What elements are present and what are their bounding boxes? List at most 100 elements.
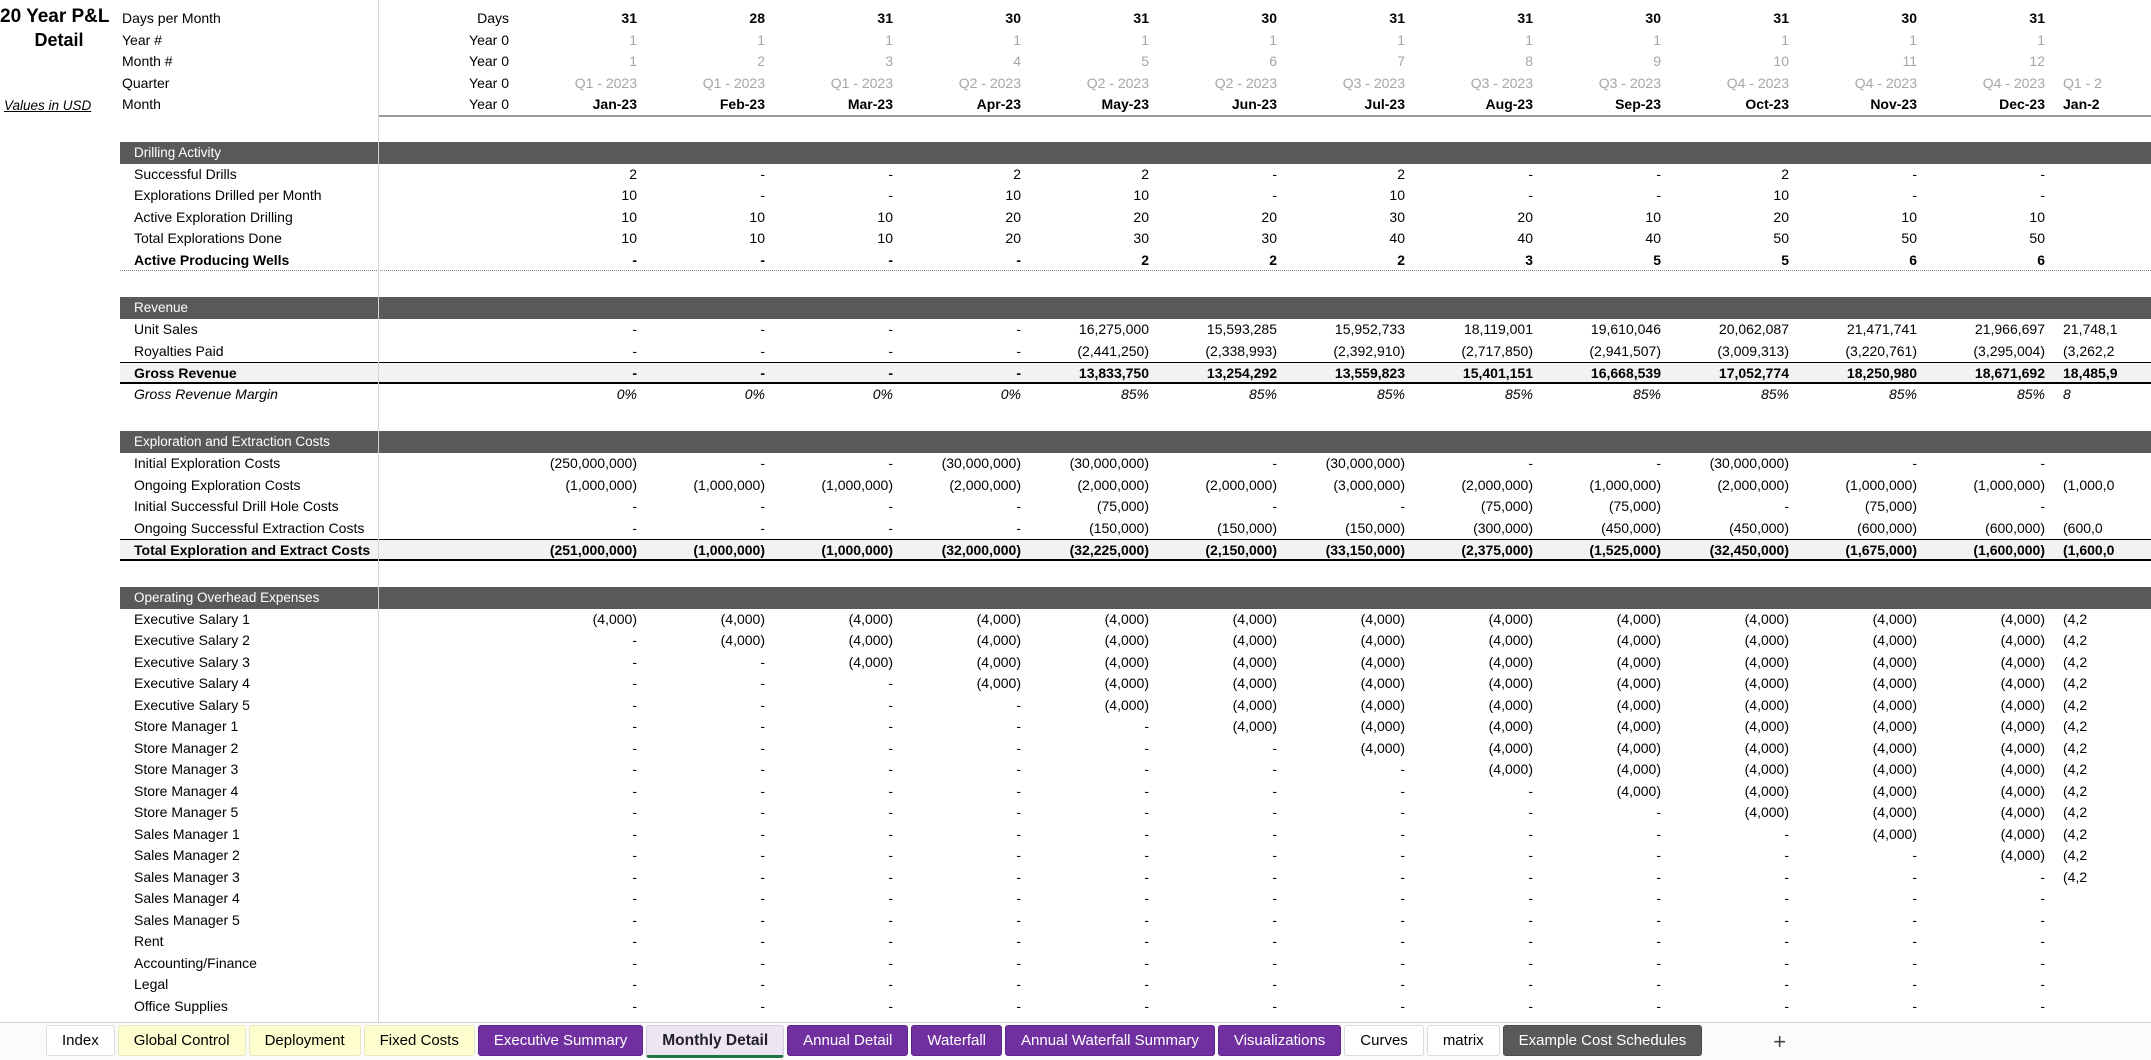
data-cell[interactable]: 18,119,001 xyxy=(1463,321,1533,337)
data-cell[interactable]: 5 xyxy=(1141,53,1149,69)
data-cell[interactable]: (2,000,000) xyxy=(1461,476,1533,493)
data-cell[interactable]: (4,000) xyxy=(1232,610,1277,627)
data-cell[interactable]: - xyxy=(1400,804,1405,820)
first-col-cell[interactable] xyxy=(378,802,517,824)
data-cell[interactable]: - xyxy=(632,365,637,381)
data-cell[interactable]: - xyxy=(1912,890,1917,906)
data-cell[interactable]: - xyxy=(1784,997,1789,1014)
data-cell-partial[interactable]: (4,2 xyxy=(2063,825,2088,842)
data-cell[interactable]: 3 xyxy=(885,53,893,69)
data-cell[interactable]: - xyxy=(632,761,637,777)
data-cell[interactable]: 1 xyxy=(1269,31,1277,48)
data-cell[interactable]: Aug-23 xyxy=(1485,96,1533,112)
data-cell[interactable]: (3,220,761) xyxy=(1845,342,1917,359)
data-cell[interactable]: (600,000) xyxy=(1985,519,2045,536)
data-cell[interactable]: (2,150,000) xyxy=(1205,542,1277,558)
data-cell[interactable]: - xyxy=(888,782,893,799)
data-cell[interactable]: - xyxy=(1400,868,1405,885)
data-cell[interactable]: 31 xyxy=(877,10,893,26)
data-cell[interactable]: Q2 - 2023 xyxy=(1086,74,1149,91)
data-cell[interactable]: Dec-23 xyxy=(1999,96,2045,112)
data-cell[interactable]: Oct-23 xyxy=(1745,96,1789,112)
data-cell[interactable]: Q3 - 2023 xyxy=(1470,74,1533,91)
data-cell[interactable]: - xyxy=(1912,997,1917,1014)
data-cell[interactable]: 30 xyxy=(1133,230,1149,246)
data-cell[interactable]: - xyxy=(2040,498,2045,514)
data-cell[interactable]: 2 xyxy=(1141,165,1149,182)
data-cell[interactable]: (4,000) xyxy=(976,653,1021,670)
data-cell[interactable]: - xyxy=(1656,911,1661,928)
data-cell[interactable]: (30,000,000) xyxy=(941,455,1021,471)
data-cell[interactable]: (4,000) xyxy=(1744,632,1789,648)
tab-waterfall[interactable]: Waterfall xyxy=(911,1025,1002,1056)
data-cell[interactable]: (450,000) xyxy=(1729,519,1789,536)
data-cell[interactable]: 11 xyxy=(1902,53,1917,69)
data-cell[interactable]: 1 xyxy=(1525,31,1533,48)
first-col-cell[interactable] xyxy=(378,384,517,406)
first-col-cell[interactable] xyxy=(378,185,517,207)
row-label[interactable]: Gross Revenue xyxy=(134,365,237,381)
data-cell[interactable]: 18,671,692 xyxy=(1974,365,2045,381)
data-cell[interactable]: - xyxy=(1656,997,1661,1014)
data-cell[interactable]: (4,000) xyxy=(1360,653,1405,670)
data-cell[interactable]: - xyxy=(1144,976,1149,992)
data-cell[interactable]: - xyxy=(760,911,765,928)
data-cell[interactable]: - xyxy=(1912,847,1917,863)
data-cell[interactable]: (4,000) xyxy=(1744,610,1789,627)
data-cell[interactable]: 85% xyxy=(1632,385,1661,402)
data-cell[interactable]: 31 xyxy=(1773,10,1789,26)
data-cell[interactable]: (4,000) xyxy=(1744,782,1789,799)
data-cell-partial[interactable] xyxy=(2053,953,2151,975)
data-cell[interactable]: - xyxy=(1528,911,1533,928)
data-cell[interactable]: (75,000) xyxy=(1864,498,1917,514)
tab-monthly-detail[interactable]: Monthly Detail xyxy=(646,1025,785,1058)
data-cell[interactable]: - xyxy=(888,455,893,471)
data-cell[interactable]: - xyxy=(888,718,893,734)
data-cell[interactable]: (4,000) xyxy=(1488,761,1533,777)
data-cell[interactable]: 10 xyxy=(877,208,893,225)
data-cell[interactable]: - xyxy=(1656,868,1661,885)
data-cell-partial[interactable]: (4,2 xyxy=(2063,675,2088,691)
data-cell[interactable]: - xyxy=(888,342,893,359)
data-cell[interactable]: 10 xyxy=(877,230,893,246)
data-cell[interactable]: 20 xyxy=(1005,230,1021,246)
data-cell[interactable]: 2 xyxy=(629,165,637,182)
data-cell[interactable]: (4,000) xyxy=(1360,696,1405,713)
data-cell[interactable]: - xyxy=(888,825,893,842)
data-cell[interactable]: (4,000) xyxy=(1744,718,1789,734)
data-cell[interactable]: Q4 - 2023 xyxy=(1982,74,2045,91)
first-col-cell[interactable] xyxy=(378,738,517,760)
data-cell[interactable]: (4,000) xyxy=(2000,696,2045,713)
data-cell[interactable]: Q1 - 2023 xyxy=(702,74,765,91)
data-cell[interactable]: (2,000,000) xyxy=(1717,476,1789,493)
row-label[interactable]: Sales Manager 4 xyxy=(134,890,240,906)
data-cell[interactable]: - xyxy=(760,675,765,691)
data-cell[interactable]: - xyxy=(760,890,765,906)
data-cell[interactable]: - xyxy=(760,455,765,471)
first-col-cell[interactable] xyxy=(378,931,517,953)
data-cell[interactable]: (4,000) xyxy=(1488,675,1533,691)
data-cell[interactable]: 31 xyxy=(1133,10,1149,26)
data-cell[interactable]: (4,000) xyxy=(2000,739,2045,756)
data-cell[interactable]: - xyxy=(1528,954,1533,971)
data-cell-partial[interactable]: (4,2 xyxy=(2063,868,2088,885)
data-cell[interactable]: 85% xyxy=(1248,385,1277,402)
values-in-usd-note[interactable]: Values in USD xyxy=(4,98,92,113)
data-cell[interactable]: (4,000) xyxy=(1872,804,1917,820)
data-cell[interactable]: - xyxy=(760,653,765,670)
first-col-cell[interactable] xyxy=(378,867,517,889)
data-cell-partial[interactable] xyxy=(2053,910,2151,932)
data-cell[interactable]: 30 xyxy=(1901,10,1917,26)
data-cell-partial[interactable] xyxy=(2053,996,2151,1018)
data-cell-partial[interactable] xyxy=(2053,51,2151,73)
data-cell[interactable]: - xyxy=(888,365,893,381)
data-cell[interactable]: - xyxy=(1144,782,1149,799)
data-cell[interactable]: 30 xyxy=(1261,230,1277,246)
data-cell[interactable]: (4,000) xyxy=(1616,718,1661,734)
data-cell[interactable]: 85% xyxy=(2016,385,2045,402)
tab-annual-waterfall-summary[interactable]: Annual Waterfall Summary xyxy=(1005,1025,1215,1056)
row-label[interactable]: Executive Salary 4 xyxy=(134,675,250,691)
data-cell[interactable]: (4,000) xyxy=(1488,739,1533,756)
data-cell[interactable]: - xyxy=(1528,804,1533,820)
data-cell[interactable]: 20 xyxy=(1133,208,1149,225)
